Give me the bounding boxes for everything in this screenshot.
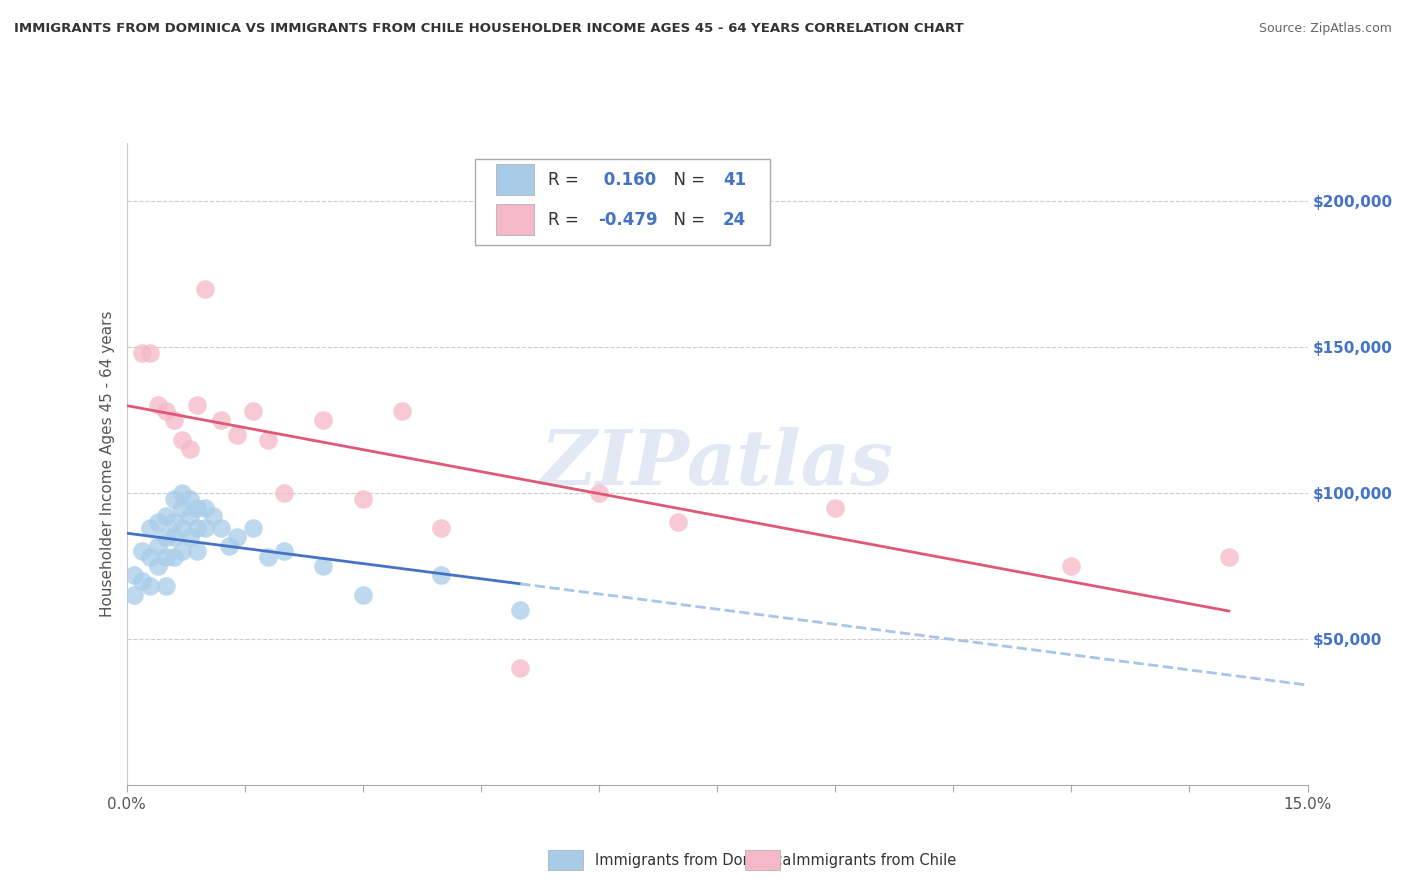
Point <box>131 544 153 558</box>
Point <box>312 413 335 427</box>
Point <box>146 539 169 553</box>
Point <box>666 515 689 529</box>
Point <box>209 413 232 427</box>
Point <box>194 282 217 296</box>
Text: 24: 24 <box>723 211 747 228</box>
Point <box>179 530 201 544</box>
Point <box>352 588 374 602</box>
Point <box>146 559 169 574</box>
Point <box>146 399 169 413</box>
Point <box>163 491 186 506</box>
Point <box>170 521 193 535</box>
Point <box>155 550 177 565</box>
Point <box>139 346 162 360</box>
Point <box>146 515 169 529</box>
Point <box>163 530 186 544</box>
Point <box>194 500 217 515</box>
Point <box>430 567 453 582</box>
Point <box>170 544 193 558</box>
Point <box>186 500 208 515</box>
Point <box>131 574 153 588</box>
Text: Immigrants from Dominica: Immigrants from Dominica <box>595 854 792 868</box>
Point <box>225 427 247 442</box>
Point <box>218 539 240 553</box>
Text: R =: R = <box>548 170 583 189</box>
Point <box>155 530 177 544</box>
Point <box>312 559 335 574</box>
Point <box>257 550 280 565</box>
Point <box>186 521 208 535</box>
Point <box>391 404 413 418</box>
Text: 41: 41 <box>723 170 747 189</box>
Point <box>179 442 201 457</box>
Point <box>186 399 208 413</box>
Text: ZIPatlas: ZIPatlas <box>540 427 894 500</box>
Point <box>588 486 610 500</box>
Point <box>139 550 162 565</box>
Point <box>225 530 247 544</box>
Point <box>170 434 193 448</box>
Point <box>139 579 162 593</box>
Point <box>209 521 232 535</box>
Text: N =: N = <box>662 170 710 189</box>
Point <box>155 579 177 593</box>
Point <box>155 404 177 418</box>
Point <box>509 661 531 675</box>
Text: -0.479: -0.479 <box>598 211 658 228</box>
Point <box>170 500 193 515</box>
Text: Immigrants from Chile: Immigrants from Chile <box>792 854 956 868</box>
Point <box>352 491 374 506</box>
FancyBboxPatch shape <box>496 204 534 235</box>
Point <box>509 603 531 617</box>
Text: N =: N = <box>662 211 710 228</box>
Point <box>170 486 193 500</box>
Point <box>124 567 146 582</box>
Point <box>163 515 186 529</box>
Point <box>139 521 162 535</box>
Point <box>179 491 201 506</box>
Text: 0.160: 0.160 <box>598 170 657 189</box>
Point <box>1218 550 1240 565</box>
Point <box>186 544 208 558</box>
Point <box>131 346 153 360</box>
Point <box>163 550 186 565</box>
Point <box>242 404 264 418</box>
FancyBboxPatch shape <box>496 164 534 195</box>
Point <box>194 521 217 535</box>
Point <box>257 434 280 448</box>
Point <box>242 521 264 535</box>
Point <box>824 500 846 515</box>
Text: R =: R = <box>548 211 583 228</box>
Point <box>124 588 146 602</box>
Point <box>202 509 225 524</box>
FancyBboxPatch shape <box>475 159 770 245</box>
Point <box>273 486 295 500</box>
Point <box>273 544 295 558</box>
Text: Source: ZipAtlas.com: Source: ZipAtlas.com <box>1258 22 1392 36</box>
Y-axis label: Householder Income Ages 45 - 64 years: Householder Income Ages 45 - 64 years <box>100 310 115 617</box>
Point <box>1060 559 1083 574</box>
Point <box>430 521 453 535</box>
Point <box>163 413 186 427</box>
Point <box>179 509 201 524</box>
Point <box>155 509 177 524</box>
Text: IMMIGRANTS FROM DOMINICA VS IMMIGRANTS FROM CHILE HOUSEHOLDER INCOME AGES 45 - 6: IMMIGRANTS FROM DOMINICA VS IMMIGRANTS F… <box>14 22 963 36</box>
